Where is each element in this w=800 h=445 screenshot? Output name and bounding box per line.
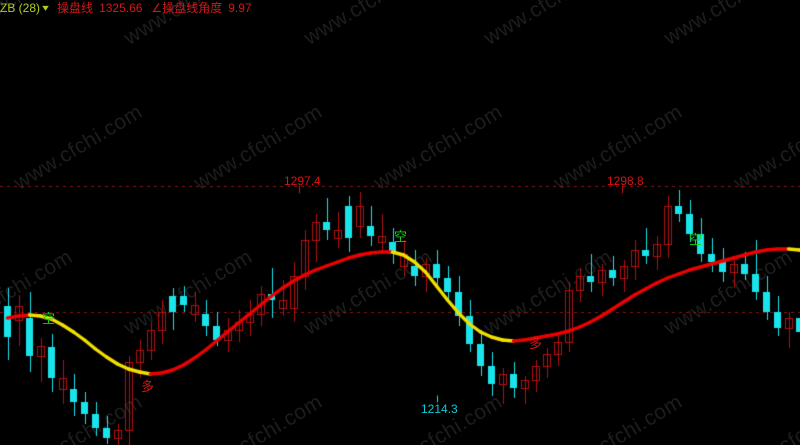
low-price-label-1: 1214.3 xyxy=(421,402,458,416)
signal-long-1: 多 xyxy=(141,380,155,395)
ma-line-value: 1325.66 xyxy=(99,1,143,15)
chevron-down-icon[interactable]: ▾ xyxy=(42,3,49,14)
ma-readout-group: 操盘线 1325.66 xyxy=(57,0,142,17)
high-price-label-2: 1298.8 xyxy=(607,174,644,188)
ma-line-label: 操盘线 xyxy=(57,1,94,15)
indicator-name: ZB (28) xyxy=(0,1,41,15)
signal-short-3: 空 xyxy=(689,233,703,248)
signal-short-2: 空 xyxy=(394,230,408,245)
ma-angle-value: 9.97 xyxy=(228,1,252,15)
signal-long-2: 多 xyxy=(529,337,543,352)
angle-readout-group: ∠操盘线角度 9.97 xyxy=(151,0,251,17)
signal-short-1: 空 xyxy=(42,312,56,327)
indicator-header: ZB (28) ▾ 操盘线 1325.66 ∠操盘线角度 9.97 xyxy=(0,0,261,17)
ma-angle-label: ∠操盘线角度 xyxy=(151,1,223,15)
high-price-label-1: 1297.4 xyxy=(284,174,321,188)
indicator-title-group[interactable]: ZB (28) ▾ xyxy=(0,0,49,17)
